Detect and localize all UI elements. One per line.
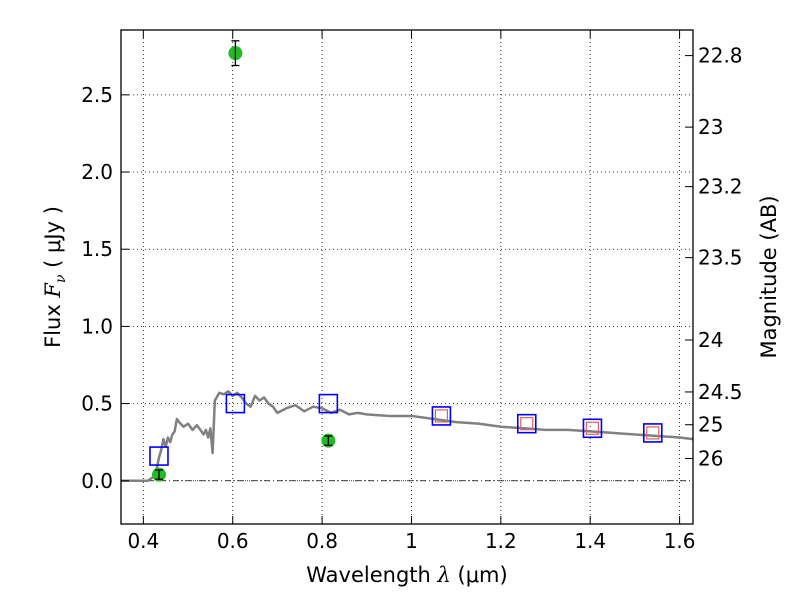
y2-tick-label: 23 xyxy=(698,115,723,139)
model-photometry-square xyxy=(318,393,339,414)
model-photometry-square xyxy=(516,413,537,434)
y-tick-label: 0.5 xyxy=(81,392,113,416)
model-photometry-small-square xyxy=(646,426,660,440)
plot-area xyxy=(121,30,693,524)
y-tick-label: 2.0 xyxy=(81,160,113,184)
y2-tick-label: 24.5 xyxy=(698,380,743,404)
model-photometry-square xyxy=(225,393,246,414)
model-photometry-square xyxy=(642,423,663,443)
y2-tick-label: 23.2 xyxy=(698,175,743,199)
x-tick-label: 1 xyxy=(405,529,418,553)
y-tick-label: 1.0 xyxy=(81,314,113,338)
x-tick-label: 0.4 xyxy=(127,529,159,553)
model-photometry-square xyxy=(582,418,603,439)
model-photometry-square xyxy=(149,446,169,466)
y2-tick-label: 25 xyxy=(698,413,723,437)
x-tick-label: 1.6 xyxy=(664,529,696,553)
model-photometry-small-square xyxy=(520,417,534,431)
x-axis-label: Wavelength λ (μm) xyxy=(306,563,507,587)
sed-model-line xyxy=(121,389,694,483)
y2-tick-label: 24 xyxy=(698,328,723,352)
x-tick-label: 0.8 xyxy=(306,529,338,553)
y-tick-label: 2.5 xyxy=(81,83,113,107)
y2-axis-label: Magnitude (AB) xyxy=(757,195,781,358)
y-tick-label: 0.0 xyxy=(81,469,113,493)
plot-frame xyxy=(120,29,694,525)
model-photometry-small-square xyxy=(434,409,449,423)
x-tick-label: 1.4 xyxy=(574,529,606,553)
x-tick-label: 1.2 xyxy=(485,529,517,553)
y2-tick-label: 22.8 xyxy=(698,44,743,68)
model-photometry-square xyxy=(431,406,452,426)
model-photometry-small-square xyxy=(585,421,600,435)
y-axis-label: Flux Fν ( μJy ) xyxy=(41,206,69,348)
series-layer xyxy=(121,40,694,483)
y-tick-label: 1.5 xyxy=(81,237,113,261)
y2-tick-label: 26 xyxy=(698,446,723,470)
grid xyxy=(121,30,693,524)
ticks: 0.4 0.6 0.8 1 1.2 1.4 1.6 0.0 0.5 1.0 1.5 2.0 2.5 22.… xyxy=(81,30,743,553)
x-tick-label: 0.6 xyxy=(217,529,249,553)
y2-tick-label: 23.5 xyxy=(698,246,743,270)
